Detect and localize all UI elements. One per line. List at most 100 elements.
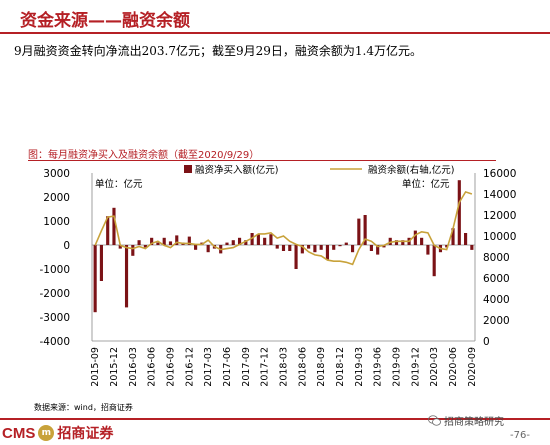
net-buy-bar [294, 245, 298, 269]
net-buy-bar [106, 216, 110, 245]
net-buy-bar [256, 234, 260, 245]
net-buy-bar [426, 245, 430, 255]
net-buy-bar [388, 237, 392, 245]
net-buy-bar [313, 245, 317, 253]
legend-bar-swatch [184, 165, 192, 173]
logo-mark-icon: m [38, 425, 55, 441]
x-tick-label: 2020-09 [467, 347, 478, 387]
net-buy-bar [137, 240, 141, 245]
y-right-tick-label: 8000 [483, 252, 510, 264]
net-buy-bar [112, 207, 116, 245]
x-tick-label: 2017-03 [203, 347, 214, 387]
wechat-name: 招商策略研究 [444, 417, 504, 428]
legend-line-label: 融资余额(右轴,亿元) [368, 164, 454, 176]
net-buy-bar [194, 245, 198, 250]
wechat-account: 招商策略研究 [428, 413, 504, 428]
x-tick-label: 2017-09 [241, 347, 252, 387]
summary-text: 9月融资资金转向净流出203.7亿元；截至9月29日，融资余额为1.4万亿元。 [14, 44, 422, 58]
wechat-icon [428, 415, 441, 426]
net-buy-bar [420, 237, 424, 245]
title-divider [0, 32, 550, 34]
net-buy-bar [325, 245, 330, 260]
x-tick-label: 2016-12 [184, 347, 195, 387]
net-buy-bar [168, 241, 173, 245]
unit-right-label: 单位：亿元 [402, 178, 450, 190]
net-buy-bar [413, 230, 417, 245]
net-buy-bar [363, 215, 367, 245]
chart-title-divider [28, 160, 496, 161]
net-buy-bar [338, 245, 342, 247]
net-buy-bar [300, 245, 304, 254]
x-tick-label: 2018-06 [297, 347, 308, 387]
net-buy-bar [445, 245, 449, 248]
y-left-tick-label: 2000 [43, 192, 70, 204]
x-tick-label: 2016-09 [165, 347, 176, 387]
net-buy-bar [150, 237, 154, 245]
net-buy-bar [307, 245, 311, 249]
net-buy-bar [244, 240, 248, 245]
x-tick-label: 2017-12 [260, 347, 271, 387]
net-buy-bar [451, 228, 455, 245]
company-logo: CMS m 招商证券 [2, 423, 113, 443]
net-buy-bar [237, 237, 242, 245]
y-right-tick-label: 0 [483, 336, 490, 348]
net-buy-bar [376, 245, 380, 255]
x-tick-label: 2016-06 [147, 347, 158, 387]
y-right-tick-label: 6000 [483, 273, 510, 285]
y-right-tick-label: 14000 [483, 189, 516, 201]
net-buy-bar [99, 245, 103, 281]
x-tick-label: 2019-09 [392, 347, 403, 387]
x-tick-label: 2015-09 [90, 347, 101, 387]
net-buy-bar [175, 235, 179, 245]
y-right-tick-label: 12000 [483, 210, 516, 222]
net-buy-bar [269, 234, 273, 245]
y-left-tick-label: -3000 [39, 312, 70, 324]
net-buy-bar [250, 233, 254, 245]
net-buy-bar [231, 240, 235, 245]
net-buy-bar [394, 240, 399, 245]
net-buy-bar [344, 242, 348, 245]
net-buy-bar [457, 180, 461, 245]
y-left-tick-label: 3000 [43, 168, 70, 180]
net-buy-bar [156, 242, 160, 245]
footer-divider [0, 418, 550, 420]
net-buy-bar [332, 245, 336, 250]
logo-text: CMS [2, 424, 36, 442]
y-right-tick-label: 10000 [483, 231, 516, 243]
x-tick-label: 2015-12 [109, 347, 120, 387]
x-tick-label: 2016-03 [128, 347, 139, 387]
data-source: 数据来源：wind，招商证券 [34, 403, 133, 412]
y-left-tick-label: -2000 [39, 288, 70, 300]
net-buy-bar [432, 245, 436, 277]
net-buy-bar [369, 245, 373, 251]
net-buy-bar [162, 237, 166, 245]
net-buy-bar [206, 245, 210, 253]
y-right-tick-label: 16000 [483, 168, 516, 180]
net-buy-bar [143, 245, 147, 248]
net-buy-bar [464, 233, 468, 245]
net-buy-bar [263, 237, 267, 245]
chart-title: 图：每月融资净买入及融资余额（截至2020/9/29） [28, 150, 260, 161]
net-buy-bar [131, 245, 135, 256]
page-title: 资金来源——融资余额 [20, 11, 190, 31]
net-buy-bar [470, 245, 474, 250]
net-buy-bar [350, 245, 355, 253]
y-right-tick-label: 2000 [483, 315, 510, 327]
net-buy-bar [357, 218, 361, 245]
y-left-tick-label: -4000 [39, 336, 70, 348]
y-left-tick-label: 1000 [43, 216, 70, 228]
x-tick-label: 2019-03 [354, 347, 365, 387]
net-buy-bar [319, 245, 323, 250]
net-buy-bar [275, 245, 279, 249]
net-buy-bar [118, 245, 122, 249]
net-buy-bar [281, 245, 286, 251]
net-buy-bar [225, 242, 229, 245]
x-tick-label: 2019-06 [373, 347, 384, 387]
y-left-tick-label: -1000 [39, 264, 70, 276]
x-tick-label: 2020-03 [429, 347, 440, 387]
legend-bar-label: 融资净买入额(亿元) [195, 164, 278, 176]
net-buy-bar [288, 245, 292, 251]
logo-cn-text: 招商证券 [57, 426, 114, 442]
x-tick-label: 2018-12 [335, 347, 346, 387]
